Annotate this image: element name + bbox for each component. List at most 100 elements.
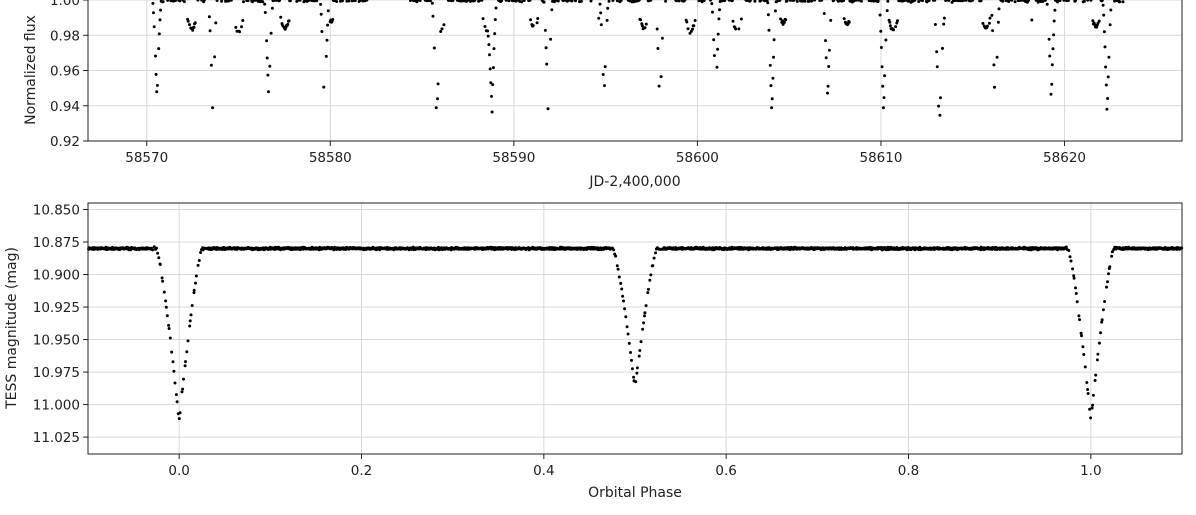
top-data-point	[434, 106, 438, 110]
bottom-data-point	[612, 248, 616, 252]
top-data-point	[270, 6, 274, 10]
top-data-point	[490, 94, 493, 98]
bottom-data-point	[185, 350, 189, 354]
top-data-point	[1086, 0, 1090, 2]
top-data-point	[1104, 65, 1108, 69]
top-data-point	[409, 0, 412, 2]
top-data-point	[286, 22, 290, 26]
top-data-point	[489, 81, 493, 85]
top-data-point	[639, 18, 642, 22]
top-data-point	[795, 0, 799, 3]
bottom-data-point	[156, 251, 160, 255]
top-data-point	[154, 54, 157, 58]
bottom-data-point	[177, 417, 181, 421]
top-data-point	[981, 21, 985, 25]
bottom-y-tick-label: 11.025	[33, 430, 80, 446]
top-y-axis-title: Normalized flux	[23, 15, 39, 125]
top-data-point	[1048, 54, 1052, 58]
top-data-point	[173, 0, 177, 3]
top-data-point	[935, 65, 939, 69]
top-data-point	[860, 0, 863, 3]
bottom-data-point	[634, 380, 638, 384]
top-data-point	[771, 76, 775, 80]
top-data-point	[879, 46, 883, 49]
top-data-point	[326, 9, 330, 13]
bottom-data-point	[641, 327, 645, 331]
top-data-point	[886, 0, 890, 3]
bottom-grid	[88, 203, 1182, 454]
top-data-point	[263, 2, 267, 6]
top-data-point	[716, 32, 720, 36]
top-data-point	[159, 8, 163, 12]
top-data-point	[730, 0, 734, 2]
bottom-data-point	[1083, 365, 1087, 369]
top-data-point	[492, 47, 496, 51]
top-data-point	[157, 47, 161, 51]
top-data-point	[772, 38, 776, 42]
top-data-point	[702, 0, 706, 3]
top-data-point	[1121, 0, 1125, 4]
top-data-point	[493, 32, 497, 36]
top-data-point	[779, 17, 783, 21]
top-data-point	[152, 11, 155, 15]
top-data-point	[1066, 0, 1070, 2]
bottom-data-point	[639, 340, 643, 344]
top-data-point	[220, 0, 224, 3]
top-data-point	[493, 18, 497, 22]
bottom-data-point	[648, 278, 652, 282]
top-data-point	[827, 65, 831, 68]
top-data-point	[451, 0, 455, 2]
top-data-point	[535, 21, 539, 25]
top-data-point	[985, 24, 989, 28]
top-data-point	[657, 84, 661, 88]
top-data-point	[599, 23, 603, 27]
bottom-data-point	[1101, 308, 1105, 312]
top-data-point	[481, 17, 485, 21]
top-data-point	[545, 62, 549, 66]
bottom-data-point	[1103, 300, 1107, 303]
top-data-point	[1047, 37, 1051, 41]
top-data-point	[155, 90, 159, 94]
top-data-point	[857, 0, 861, 2]
top-data-point	[1001, 0, 1005, 3]
bottom-data-point	[1075, 300, 1079, 304]
bottom-data-point	[614, 254, 618, 258]
top-data-point	[896, 19, 899, 23]
bottom-data-point	[165, 314, 169, 318]
top-data-point	[182, 0, 186, 4]
top-data-point	[1089, 0, 1093, 2]
top-data-point	[734, 27, 738, 31]
top-data-point	[1100, 0, 1104, 2]
top-data-point	[644, 22, 648, 26]
top-data-point	[418, 0, 422, 2]
bottom-data-point	[1089, 416, 1093, 420]
bottom-data-point	[649, 273, 653, 277]
bottom-data-point	[1079, 331, 1083, 335]
top-data-point	[431, 14, 435, 18]
top-data-point	[770, 97, 774, 101]
top-data-point	[813, 0, 817, 2]
bottom-data-point	[654, 251, 657, 255]
top-data-point	[459, 0, 463, 3]
top-data-point	[254, 0, 258, 2]
top-data-point	[546, 107, 550, 111]
top-x-tick-label: 58600	[676, 150, 719, 166]
top-data-point	[947, 0, 951, 2]
top-data-point	[430, 1, 434, 5]
top-y-tick-label: 0.94	[50, 99, 80, 115]
top-data-point	[1062, 0, 1066, 2]
top-scatter-points	[151, 0, 1125, 117]
top-data-point	[1103, 45, 1107, 49]
top-data-point	[615, 0, 619, 3]
top-data-point	[942, 22, 946, 26]
bottom-data-point	[1108, 265, 1112, 269]
top-data-point	[895, 21, 899, 25]
bottom-x-tick-label: 0.2	[351, 463, 372, 479]
bottom-data-point	[158, 263, 162, 266]
bottom-data-point	[180, 390, 184, 394]
top-data-point	[522, 0, 526, 2]
top-data-point	[494, 6, 498, 10]
top-data-point	[1050, 82, 1054, 86]
bottom-data-point	[164, 299, 168, 303]
bottom-data-point	[172, 369, 176, 373]
